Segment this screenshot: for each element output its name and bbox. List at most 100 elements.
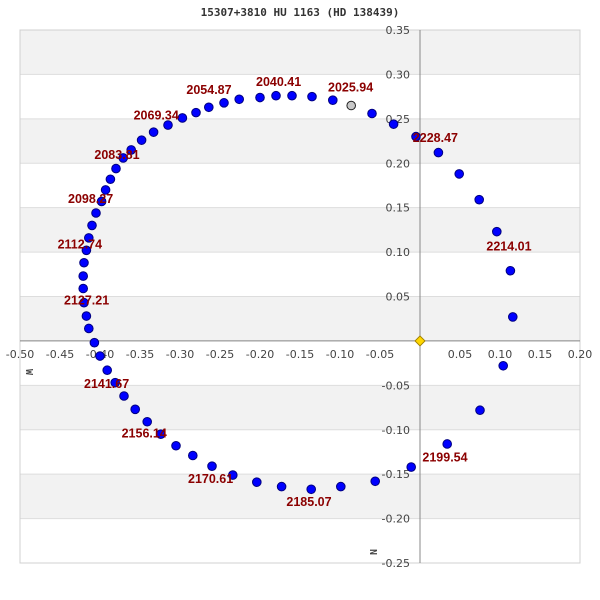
orbit-point xyxy=(100,185,111,195)
orbit-point xyxy=(84,323,94,334)
grid-band xyxy=(20,30,580,75)
orbit-point xyxy=(228,470,238,480)
epoch-label: 2228.47 xyxy=(413,131,458,145)
north-direction-label: N xyxy=(367,549,378,555)
y-tick-label: 0.05 xyxy=(386,291,411,304)
y-tick-label: 0.30 xyxy=(386,68,411,81)
y-tick-label: 0.15 xyxy=(386,202,411,215)
y-tick-label: -0.25 xyxy=(382,557,410,570)
orbit-point xyxy=(287,90,297,101)
x-tick-label: -0.05 xyxy=(366,348,394,361)
orbit-point xyxy=(433,147,444,158)
orbit-point xyxy=(102,365,112,376)
y-tick-label: 0.35 xyxy=(386,24,411,37)
x-tick-label: -0.45 xyxy=(46,348,74,361)
x-tick-label: 0.20 xyxy=(568,348,593,361)
orbit-point xyxy=(136,135,147,145)
orbit-point xyxy=(234,94,244,105)
x-tick-label: -0.10 xyxy=(326,348,354,361)
orbit-point xyxy=(111,163,121,174)
y-tick-label: 0.10 xyxy=(386,246,411,259)
orbit-point xyxy=(207,461,217,471)
orbit-point xyxy=(328,95,338,105)
orbit-point xyxy=(406,462,417,472)
orbit-point xyxy=(219,98,229,108)
orbit-point xyxy=(142,416,152,427)
orbit-point xyxy=(78,271,88,281)
orbit-point xyxy=(370,476,381,487)
orbit-point xyxy=(454,169,465,179)
orbit-point xyxy=(498,360,509,371)
epoch-label: 2054.87 xyxy=(186,83,231,97)
orbit-point xyxy=(79,297,89,308)
orbit-point xyxy=(156,429,166,439)
grid-band xyxy=(20,118,580,164)
orbit-point xyxy=(177,113,188,123)
orbit-point xyxy=(148,127,159,137)
orbit-point xyxy=(191,107,201,118)
epoch-label: 2112.74 xyxy=(58,238,103,252)
orbit-point xyxy=(492,226,502,237)
x-tick-label: -0.15 xyxy=(286,348,314,361)
orbit-point xyxy=(96,196,107,207)
orbit-point xyxy=(79,257,89,268)
orbit-point xyxy=(475,405,485,416)
epoch-label: 2185.07 xyxy=(286,495,331,509)
west-direction-label: W xyxy=(23,369,34,376)
orbit-point xyxy=(204,102,214,113)
epoch-label: 2040.41 xyxy=(256,75,301,89)
orbit-point xyxy=(276,481,287,492)
y-tick-label: -0.20 xyxy=(382,513,410,526)
epoch-label: 2170.61 xyxy=(188,472,233,486)
epoch-label: 2098.27 xyxy=(68,192,113,206)
orbit-point xyxy=(119,391,129,401)
x-tick-label: -0.20 xyxy=(246,348,274,361)
orbit-point xyxy=(81,245,92,256)
orbit-point xyxy=(105,174,116,185)
grid-band xyxy=(20,385,580,430)
orbit-point xyxy=(474,194,485,205)
orbit-point xyxy=(411,131,421,142)
orbit-point xyxy=(95,351,105,361)
orbit-point xyxy=(110,377,120,388)
grid-band xyxy=(20,296,580,341)
orbit-point xyxy=(78,283,88,294)
epoch-label: 2025.94 xyxy=(328,80,373,94)
x-tick-label: -0.50 xyxy=(6,348,34,361)
grid-band xyxy=(20,207,580,253)
orbit-point xyxy=(367,108,377,119)
orbit-point xyxy=(87,220,97,231)
orbit-point xyxy=(81,311,92,321)
orbit-point xyxy=(442,439,453,449)
y-tick-label: -0.15 xyxy=(382,468,410,481)
orbit-point xyxy=(255,92,265,103)
orbit-point xyxy=(171,440,181,451)
orbit-point xyxy=(505,265,516,276)
epoch-label: 2214.01 xyxy=(486,239,531,253)
y-tick-label: 0.20 xyxy=(386,157,411,170)
epoch-label: 2199.54 xyxy=(422,451,467,465)
grid-band xyxy=(20,474,580,519)
x-tick-label: 0.10 xyxy=(488,348,513,361)
orbit-point xyxy=(388,119,399,129)
epoch-label: 2156.14 xyxy=(122,427,167,441)
orbit-point xyxy=(89,337,100,348)
orbit-point-current xyxy=(346,100,357,111)
orbit-point xyxy=(84,233,94,243)
orbit-point xyxy=(251,477,262,487)
epoch-label: 2069.34 xyxy=(134,109,179,123)
epoch-label: 2141.67 xyxy=(84,377,129,391)
y-tick-label: -0.05 xyxy=(382,379,410,392)
orbit-point xyxy=(126,145,136,155)
orbit-point xyxy=(91,208,101,218)
y-tick-label: -0.10 xyxy=(382,424,410,437)
orbit-point xyxy=(271,90,281,101)
orbit-point xyxy=(307,91,317,102)
x-tick-label: 0.15 xyxy=(528,348,553,361)
x-tick-label: 0.05 xyxy=(448,348,473,361)
orbit-point xyxy=(188,450,198,461)
orbit-point xyxy=(306,484,317,495)
orbit-point xyxy=(508,312,518,322)
x-tick-label: -0.25 xyxy=(206,348,234,361)
